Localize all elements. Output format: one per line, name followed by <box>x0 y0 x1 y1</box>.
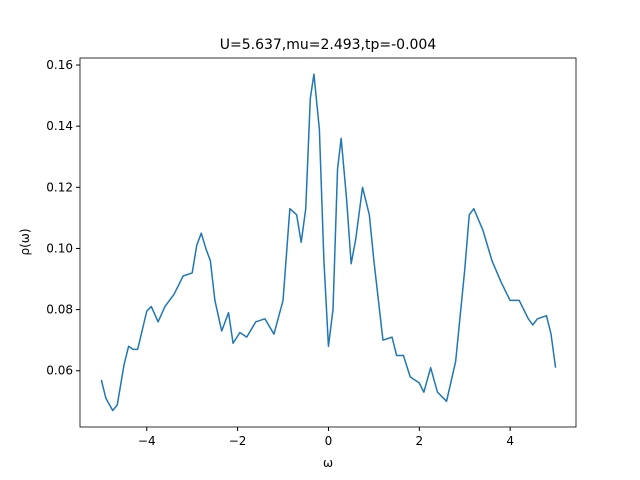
x-tick-label: −4 <box>138 434 156 448</box>
line-series <box>100 73 557 412</box>
y-tick-label: 0.12 <box>46 180 73 194</box>
x-tick-label: 4 <box>506 434 514 448</box>
y-tick-label: 0.08 <box>46 303 73 317</box>
x-tick-label: 0 <box>325 434 333 448</box>
y-tick-label: 0.06 <box>46 364 73 378</box>
y-axis-label: ρ(ω) <box>18 228 32 255</box>
y-tick-label: 0.10 <box>46 241 73 255</box>
x-tick-label: 2 <box>415 434 423 448</box>
x-axis-label: ω <box>323 456 333 470</box>
x-tick-label: −2 <box>229 434 247 448</box>
plot-frame <box>79 57 577 428</box>
y-tick-label: 0.14 <box>46 119 73 133</box>
chart-title: U=5.637,mu=2.493,tp=-0.004 <box>220 37 437 53</box>
y-tick-label: 0.16 <box>46 58 73 72</box>
